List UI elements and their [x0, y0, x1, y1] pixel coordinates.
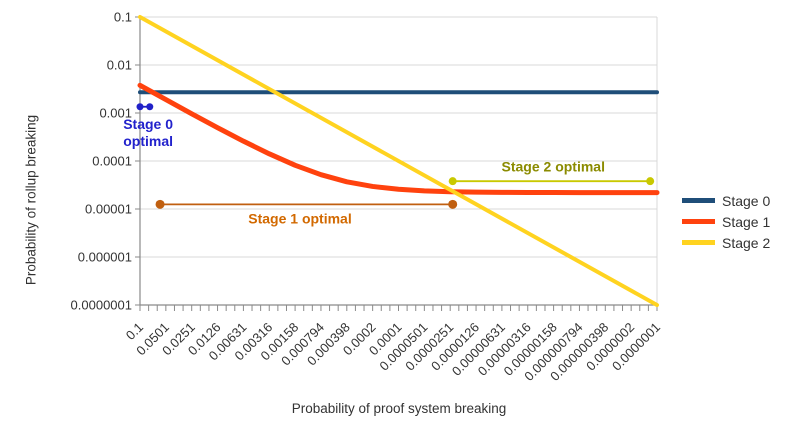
y-tick-label: 0.0001	[92, 154, 132, 169]
y-tick-label: 0.0000001	[71, 298, 132, 313]
series-stage-2	[138, 15, 659, 307]
legend-item-stage-1: Stage 1	[682, 211, 770, 232]
legend-label: Stage 1	[722, 213, 771, 230]
legend-item-stage-0: Stage 0	[682, 190, 770, 211]
annotation-dot	[448, 199, 458, 209]
annotation-stage-0-optimal: Stage 0 optimal	[123, 116, 174, 150]
annotation-dot	[136, 103, 144, 111]
annotation-dot	[646, 177, 655, 186]
series-stage-1	[137, 82, 660, 196]
y-tick-label: 0.000001	[78, 250, 132, 265]
legend: Stage 0 Stage 1 Stage 2	[682, 190, 770, 253]
legend-label: Stage 2	[722, 234, 771, 251]
annotation-stage-2-optimal: Stage 2 optimal	[501, 158, 605, 175]
legend-label: Stage 0	[722, 192, 771, 209]
y-axis-title: Probability of rollup breaking	[23, 114, 39, 286]
y-tick-label: 0.01	[107, 58, 132, 73]
x-axis-title: Probability of proof system breaking	[291, 401, 507, 416]
y-tick-label: 0.001	[99, 106, 132, 121]
annotation-dot	[146, 103, 154, 111]
legend-item-stage-2: Stage 2	[682, 232, 770, 253]
annotation-stage-1-optimal: Stage 1 optimal	[248, 210, 352, 227]
y-tick-label: 0.1	[114, 10, 132, 25]
legend-swatch	[682, 240, 715, 245]
legend-swatch	[682, 219, 715, 224]
annotation-dot	[448, 177, 457, 186]
y-tick-label: 0.00001	[85, 202, 132, 217]
annotation-dot	[155, 199, 165, 209]
legend-swatch	[682, 198, 715, 203]
